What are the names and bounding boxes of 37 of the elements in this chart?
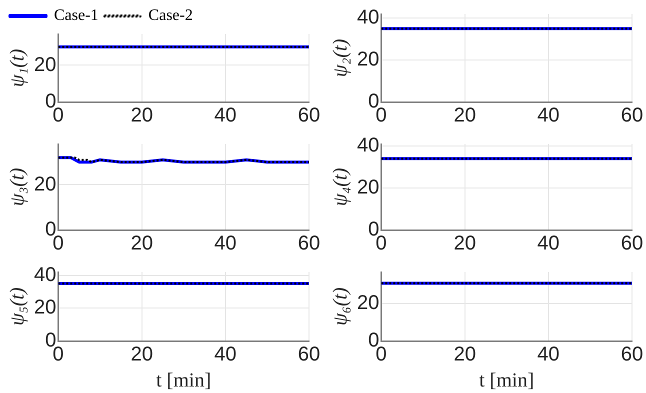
y-tick-label: 20 (34, 54, 56, 76)
x-axis-title: t [min] (156, 369, 212, 392)
y-tick-label: 40 (356, 6, 380, 29)
y-tick-label: 40 (356, 134, 380, 157)
y-axis-title: ψ₅(t) (6, 287, 28, 326)
x-tick-label: 60 (298, 232, 320, 255)
y-tick-label: 40 (34, 264, 56, 286)
y-axis-title: ψ₂(t) (329, 38, 352, 78)
y-tick-label: 20 (34, 173, 56, 196)
x-tick-label: 60 (298, 104, 320, 127)
x-tick-label: 20 (130, 232, 153, 255)
x-tick-label: 40 (537, 104, 560, 127)
x-tick-label: 20 (454, 344, 476, 366)
y-axis-title: ψ₁(t) (6, 48, 28, 88)
x-tick-label: 40 (214, 232, 237, 255)
x-tick-label: 20 (130, 104, 153, 127)
x-tick-label: 60 (620, 104, 644, 127)
x-axis-title: t [min] (479, 369, 534, 392)
x-tick-label: 20 (454, 232, 476, 255)
x-tick-label: 60 (298, 344, 320, 366)
y-axis-title: ψ₃(t) (6, 168, 28, 206)
y-tick-label: 20 (356, 48, 380, 71)
x-tick-label: 60 (620, 232, 644, 255)
y-tick-label: 20 (356, 176, 380, 199)
x-tick-label: 20 (454, 104, 476, 127)
legend-label: Case-2 (148, 7, 193, 24)
y-tick-label: 20 (356, 292, 380, 314)
x-tick-label: 60 (620, 344, 644, 366)
y-tick-label: 20 (34, 296, 56, 319)
x-tick-label: 40 (214, 344, 237, 366)
y-axis-title: ψ₄(t) (329, 168, 352, 206)
x-tick-label: 40 (537, 344, 560, 366)
y-axis-title: ψ₆(t) (329, 287, 352, 326)
x-tick-label: 40 (537, 232, 560, 255)
x-tick-label: 20 (130, 344, 153, 366)
x-tick-label: 40 (214, 104, 237, 127)
legend-label: Case-1 (54, 7, 98, 24)
